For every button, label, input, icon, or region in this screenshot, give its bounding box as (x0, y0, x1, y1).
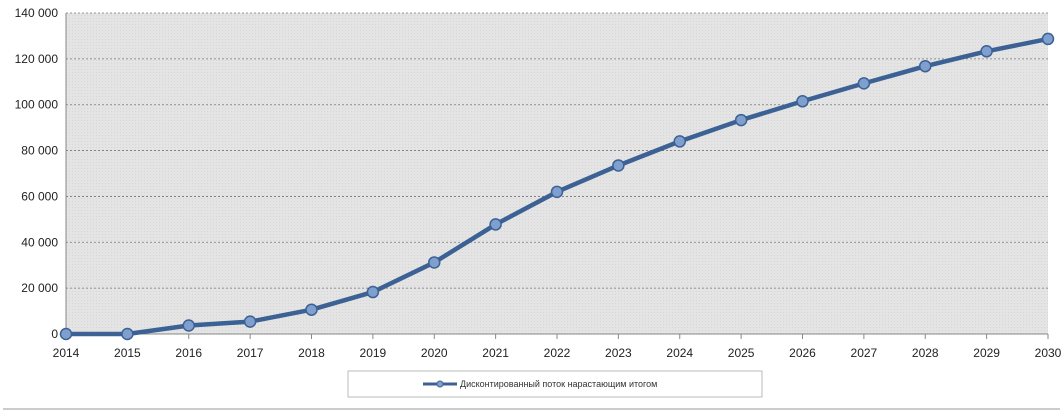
data-point (550, 185, 564, 199)
x-tick-label: 2025 (728, 346, 755, 360)
x-tick-label: 2019 (360, 346, 387, 360)
data-point (980, 45, 993, 58)
data-point (612, 159, 625, 172)
data-point (366, 285, 380, 299)
x-tick-label: 2023 (605, 346, 632, 360)
x-tick-label: 2030 (1035, 346, 1062, 360)
data-point (673, 135, 686, 148)
data-point (59, 327, 73, 341)
x-tick-label: 2029 (973, 346, 1000, 360)
x-tick-label: 2015 (114, 346, 141, 360)
y-tick-label: 120 000 (15, 52, 59, 66)
axes: 0 20 000 40 000 60 000 80 000 100 000 120 000 1… (15, 6, 1062, 360)
data-point (243, 315, 257, 328)
data-point (121, 327, 134, 341)
legend-box (347, 370, 763, 398)
x-tick-label: 2024 (666, 346, 693, 360)
y-tick-label: 140 000 (15, 6, 59, 20)
x-tick-label: 2020 (421, 346, 448, 360)
plot-area (66, 13, 1048, 334)
y-tick-label: 40 000 (21, 235, 58, 249)
data-point (489, 218, 502, 231)
data-point (919, 59, 932, 73)
x-tick-label: 2018 (298, 346, 325, 360)
x-tick-label: 2022 (544, 346, 571, 360)
data-point (305, 303, 318, 316)
x-tick-label: 2017 (237, 346, 264, 360)
x-tick-label: 2021 (482, 346, 509, 360)
data-point (182, 319, 195, 332)
y-tick-label: 0 (51, 327, 58, 341)
data-point (428, 256, 441, 269)
legend-label: Дисконтированный поток нарастающим итого… (460, 379, 657, 389)
data-point (1041, 32, 1055, 46)
data-point (734, 113, 748, 127)
x-tick-label: 2028 (912, 346, 939, 360)
y-tick-label: 60 000 (21, 189, 58, 203)
x-tick-label: 2026 (789, 346, 816, 360)
legend-marker-swatch (436, 380, 444, 388)
x-tick-label: 2016 (175, 346, 202, 360)
x-tick-label: 2027 (851, 346, 878, 360)
x-tick-label: 2014 (53, 346, 80, 360)
data-point (857, 77, 871, 90)
y-tick-label: 80 000 (21, 144, 58, 158)
y-tick-label: 100 000 (15, 98, 59, 112)
legend: Дисконтированный поток нарастающим итого… (347, 370, 763, 398)
y-tick-label: 20 000 (21, 281, 58, 295)
series-layer (59, 32, 1055, 341)
data-point (796, 95, 809, 108)
